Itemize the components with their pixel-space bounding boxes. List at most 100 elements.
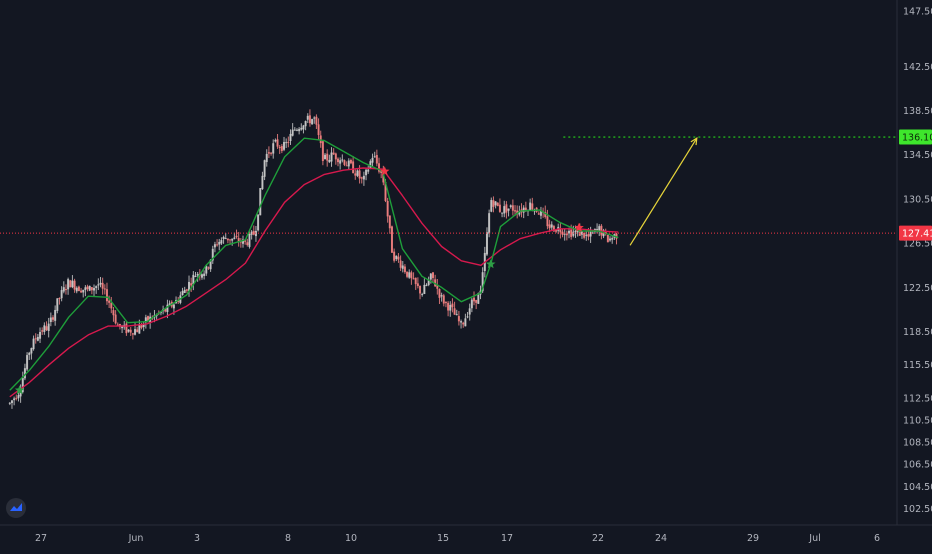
candle-body xyxy=(380,170,383,173)
candle-body xyxy=(60,290,63,299)
candle-body xyxy=(492,200,495,207)
time-axis-tick-label: 6 xyxy=(874,533,880,544)
current-price-label-bg xyxy=(899,225,932,241)
candle-body xyxy=(10,400,13,404)
time-axis-tick-label: 3 xyxy=(194,533,200,544)
candle-body xyxy=(393,251,396,261)
time-axis-tick-label: 10 xyxy=(345,533,357,544)
candle-body xyxy=(218,241,221,245)
candle-body xyxy=(134,329,137,335)
price-axis-tick-label: 122.50 xyxy=(903,283,932,294)
candle-body xyxy=(522,207,525,213)
candle-body xyxy=(291,129,294,136)
candle-body xyxy=(436,285,439,289)
candle-body xyxy=(466,316,469,318)
candle-body xyxy=(127,329,130,332)
candle-body xyxy=(401,265,404,269)
candle-body xyxy=(518,210,521,215)
candle-body xyxy=(190,283,193,286)
candle-body xyxy=(140,325,143,328)
price-axis-tick-label: 130.50 xyxy=(903,194,932,205)
time-axis-tick-label: 8 xyxy=(285,533,291,544)
candle-body xyxy=(406,271,409,277)
candle-body xyxy=(488,213,491,234)
candle-body xyxy=(347,160,350,167)
candle-body xyxy=(498,204,501,212)
candle-body xyxy=(317,124,320,136)
target-price-label: 136.10 xyxy=(902,133,932,144)
candle-body xyxy=(8,402,11,404)
candle-body xyxy=(181,291,184,296)
candle-body xyxy=(274,139,277,142)
price-axis[interactable]: 147.50 142.50 138.50 134.50 130.50 126.50 122.… xyxy=(899,7,932,515)
price-axis-tick-label: 104.50 xyxy=(903,482,932,493)
candle-body xyxy=(369,161,372,169)
candle-body xyxy=(36,336,39,341)
candle-body xyxy=(524,207,527,211)
candle-body xyxy=(146,316,149,321)
candle-body xyxy=(73,280,76,290)
candle-body xyxy=(69,280,72,288)
candle-body xyxy=(188,281,191,292)
time-axis-tick-label: Jun xyxy=(128,533,144,544)
candle-body xyxy=(509,205,512,207)
price-axis-tick-label: 138.50 xyxy=(903,106,932,117)
candle-body xyxy=(97,284,100,286)
candle-body xyxy=(248,233,251,247)
candle-body xyxy=(159,312,162,314)
candle-body xyxy=(555,229,558,232)
candle-body xyxy=(390,226,393,253)
candle-body xyxy=(324,154,327,160)
candle-body xyxy=(596,229,599,231)
candle-body xyxy=(205,265,208,274)
candle-body xyxy=(371,157,374,163)
candle-body xyxy=(457,316,460,322)
candle-body xyxy=(403,266,406,273)
candle-body xyxy=(477,293,480,304)
candle-body xyxy=(250,231,253,235)
candle-body xyxy=(302,125,305,130)
candle-body xyxy=(516,210,519,214)
candle-body xyxy=(367,169,370,172)
candle-body xyxy=(164,308,167,312)
candle-body xyxy=(427,280,430,285)
candle-body xyxy=(287,141,290,143)
candle-body xyxy=(276,139,279,147)
candle-body xyxy=(419,285,422,294)
candle-body xyxy=(462,322,465,325)
candle-body xyxy=(64,289,67,291)
candle-body xyxy=(54,309,57,321)
candle-body xyxy=(343,160,346,165)
candle-body xyxy=(216,244,219,246)
candle-body xyxy=(229,239,232,241)
candle-body xyxy=(589,231,592,237)
candle-body xyxy=(494,201,497,206)
candle-body xyxy=(308,115,311,124)
candle-body xyxy=(356,170,359,176)
target-price-label-bg xyxy=(899,129,932,145)
candle-body xyxy=(306,115,309,120)
candle-body xyxy=(339,160,342,164)
candle-body xyxy=(168,303,171,305)
candle-body xyxy=(481,272,484,292)
price-axis-tick-label: 112.50 xyxy=(903,393,932,404)
candle-body xyxy=(261,175,264,190)
candle-body xyxy=(41,330,44,332)
candle-body xyxy=(39,332,42,339)
tradingview-logo-icon[interactable] xyxy=(6,498,26,518)
candle-body xyxy=(13,398,16,401)
candle-body xyxy=(93,288,96,291)
candle-body xyxy=(34,338,37,340)
candle-body xyxy=(449,304,452,311)
candle-body xyxy=(252,231,255,235)
candle-body xyxy=(496,202,499,206)
time-axis[interactable]: 27 Jun 3 8 10 15 17 22 24 29 Jul 6 xyxy=(35,533,880,544)
candle-body xyxy=(58,297,61,299)
candle-body xyxy=(382,171,385,183)
candle-body xyxy=(373,156,376,158)
candle-body xyxy=(416,283,419,287)
candle-body xyxy=(529,202,532,211)
